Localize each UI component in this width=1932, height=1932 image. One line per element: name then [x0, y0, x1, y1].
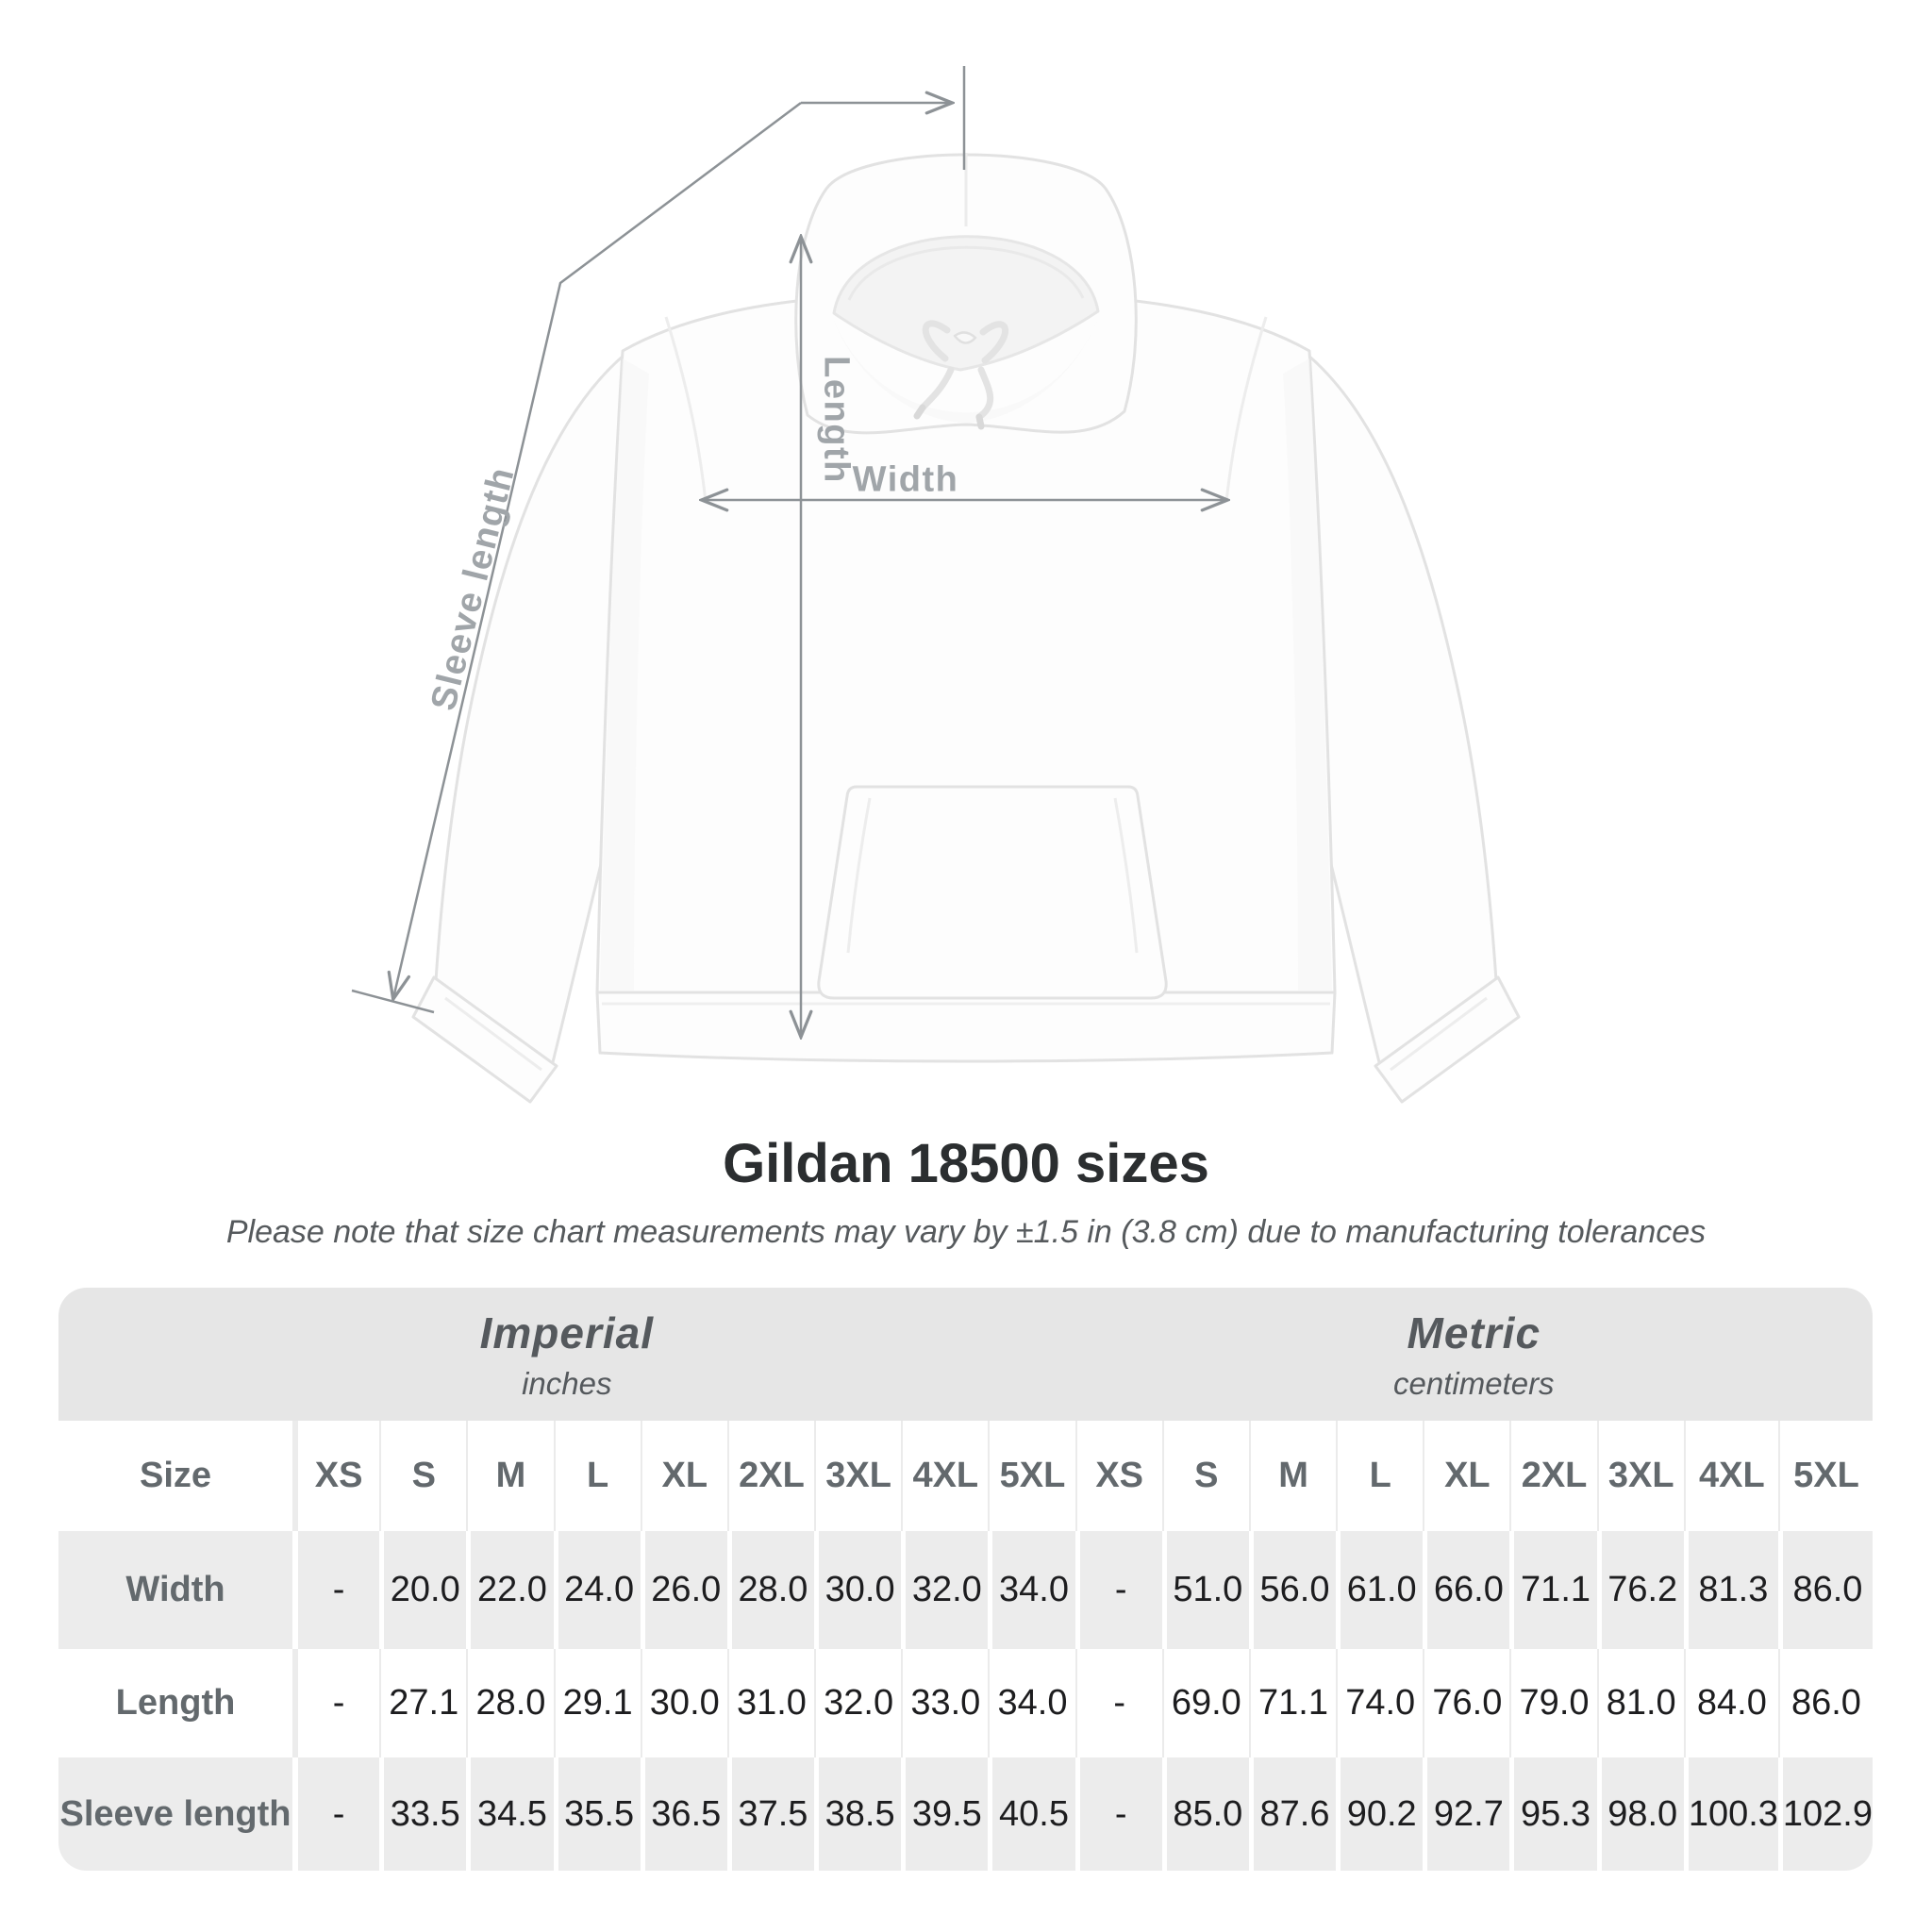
value-cell: 30.0 [814, 1531, 902, 1649]
value-cell: 76.0 [1423, 1649, 1509, 1757]
size-header-cell: S [1161, 1421, 1249, 1531]
value-cell: 92.7 [1423, 1757, 1510, 1871]
value-cell: 22.0 [466, 1531, 554, 1649]
value-cell: 28.0 [466, 1649, 553, 1757]
value-cell: 34.0 [988, 1649, 1074, 1757]
imperial-label: Imperial [479, 1307, 654, 1357]
value-cell: - [1074, 1649, 1162, 1757]
size-header-cell: 2XL [726, 1421, 814, 1531]
value-cell: 27.1 [379, 1649, 466, 1757]
value-cell: 32.0 [814, 1649, 901, 1757]
value-cell: 40.5 [988, 1757, 1075, 1871]
value-cell: 90.2 [1336, 1757, 1424, 1871]
value-cell: 39.5 [901, 1757, 989, 1871]
size-header-cell: XS [292, 1421, 379, 1531]
value-cell: 37.5 [726, 1757, 815, 1871]
value-cell: 87.6 [1248, 1757, 1337, 1871]
value-cell: 81.0 [1596, 1649, 1684, 1757]
value-cell: 85.0 [1161, 1757, 1249, 1871]
value-cell: 20.0 [379, 1531, 467, 1649]
value-cell: 95.3 [1509, 1757, 1597, 1871]
value-cell: 81.3 [1683, 1531, 1778, 1649]
value-cell: 30.0 [640, 1649, 727, 1757]
metric-label: Metric [1407, 1307, 1541, 1357]
sleeve-arrow-diagonal [393, 101, 802, 998]
size-header-cell: 5XL [988, 1421, 1074, 1531]
length-dim-label: Length [816, 356, 857, 484]
value-cell: 66.0 [1423, 1531, 1510, 1649]
value-cell: - [1074, 1757, 1162, 1871]
value-cell: - [292, 1531, 380, 1649]
size-header-cell: 2XL [1509, 1421, 1596, 1531]
value-cell: 76.2 [1596, 1531, 1684, 1649]
row-label-cell: Width [58, 1531, 292, 1649]
size-header-cell: XL [1423, 1421, 1509, 1531]
value-cell: 26.0 [640, 1531, 727, 1649]
tolerance-note: Please note that size chart measurements… [225, 1214, 1707, 1250]
value-cell: 28.0 [726, 1531, 815, 1649]
dimension-lines [351, 66, 1226, 1036]
page-title: Gildan 18500 sizes [723, 1133, 1209, 1194]
size-header-cell: XS [1074, 1421, 1162, 1531]
value-cell: 98.0 [1596, 1757, 1684, 1871]
value-cell: 102.9 [1777, 1757, 1873, 1871]
size-header-cell: 4XL [1683, 1421, 1778, 1531]
value-cell: 29.1 [553, 1649, 641, 1757]
size-header-cell: L [553, 1421, 641, 1531]
value-cell: 71.1 [1509, 1531, 1597, 1649]
value-cell: 71.1 [1248, 1649, 1336, 1757]
hoodie-image [351, 66, 1521, 1104]
size-header-cell: M [466, 1421, 553, 1531]
imperial-header: Imperial inches [58, 1288, 1075, 1421]
value-cell: 74.0 [1336, 1649, 1423, 1757]
size-chart-table: Imperial inches Metric centimeters Size … [58, 1288, 1873, 1871]
value-cell: - [292, 1757, 380, 1871]
metric-header: Metric centimeters [1074, 1288, 1873, 1421]
row-label-cell: Length [115, 1683, 236, 1723]
value-cell: 32.0 [901, 1531, 989, 1649]
value-cell: 33.5 [379, 1757, 467, 1871]
value-cell: - [1074, 1531, 1162, 1649]
size-header-cell: 3XL [1596, 1421, 1684, 1531]
value-cell: - [292, 1649, 379, 1757]
size-header-cell: S [379, 1421, 466, 1531]
size-header-cell: 5XL [1777, 1421, 1873, 1531]
size-header-cell: M [1248, 1421, 1336, 1531]
metric-unit-label: centimeters [1393, 1365, 1555, 1401]
hoodie-drawing [411, 153, 1521, 1104]
value-cell: 51.0 [1161, 1531, 1249, 1649]
value-cell: 38.5 [814, 1757, 902, 1871]
value-cell: 34.0 [988, 1531, 1075, 1649]
value-cell: 69.0 [1161, 1649, 1249, 1757]
value-cell: 79.0 [1509, 1649, 1596, 1757]
size-column-header: Size [139, 1456, 212, 1495]
size-header-cell: XL [640, 1421, 727, 1531]
value-cell: 24.0 [553, 1531, 641, 1649]
value-cell: 100.3 [1683, 1757, 1778, 1871]
value-cell: 56.0 [1248, 1531, 1337, 1649]
size-header-cell: 3XL [814, 1421, 901, 1531]
value-cell: 34.5 [466, 1757, 554, 1871]
row-label-cell: Sleeve length [58, 1757, 292, 1871]
width-dim-label: Width [852, 459, 959, 500]
value-cell: 36.5 [640, 1757, 727, 1871]
size-header-cell: 4XL [901, 1421, 988, 1531]
value-cell: 61.0 [1336, 1531, 1424, 1649]
value-cell: 84.0 [1683, 1649, 1778, 1757]
value-cell: 33.0 [901, 1649, 988, 1757]
value-cell: 35.5 [553, 1757, 641, 1871]
imperial-unit-label: inches [522, 1365, 612, 1401]
value-cell: 31.0 [726, 1649, 814, 1757]
sleeve-end-tick-bottom [351, 989, 435, 1014]
size-header-cell: L [1336, 1421, 1423, 1531]
value-cell: 86.0 [1777, 1649, 1873, 1757]
value-cell: 86.0 [1777, 1531, 1873, 1649]
